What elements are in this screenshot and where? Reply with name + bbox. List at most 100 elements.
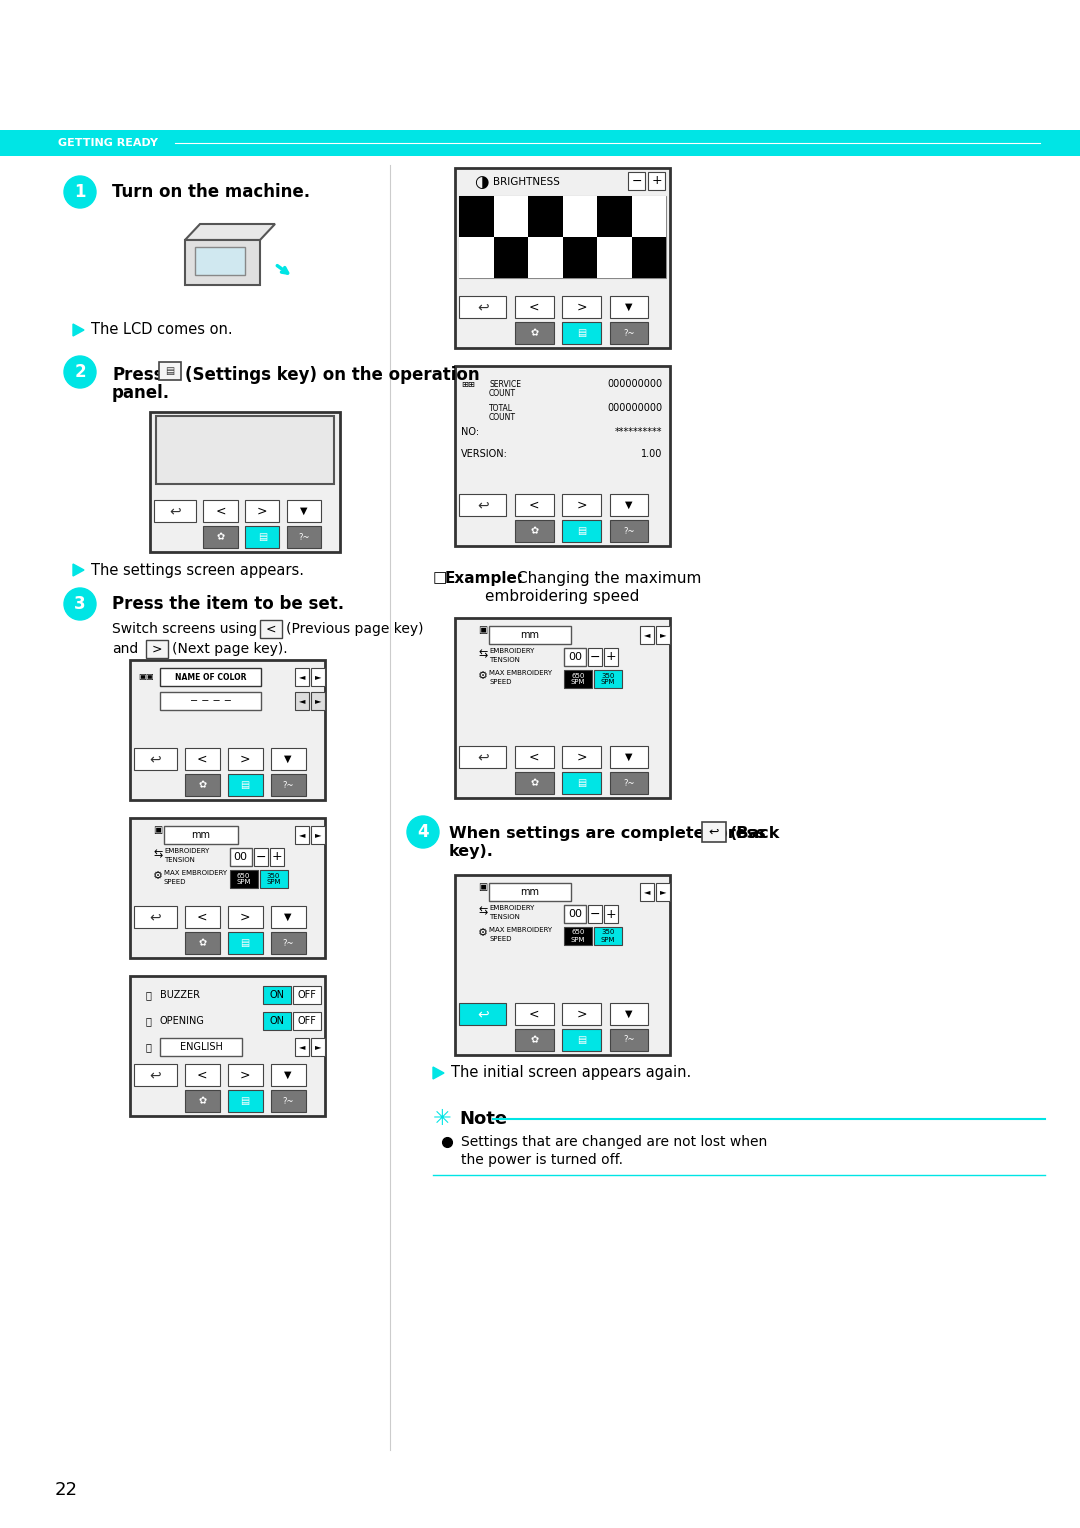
Text: Switch screens using: Switch screens using: [112, 622, 257, 636]
Text: ✿: ✿: [199, 938, 206, 947]
Bar: [515, 1002, 554, 1025]
Text: (Back: (Back: [730, 827, 781, 840]
Bar: [563, 520, 600, 542]
Text: ✿: ✿: [530, 778, 538, 788]
Text: ▼: ▼: [300, 506, 308, 516]
Text: 650
SPM: 650 SPM: [571, 672, 585, 686]
Text: SPEED: SPEED: [489, 937, 512, 941]
Text: >: >: [577, 1007, 586, 1021]
Text: ↩: ↩: [708, 825, 719, 839]
Bar: [609, 520, 648, 542]
Text: **********: **********: [615, 426, 662, 437]
Bar: [609, 772, 648, 795]
Text: ⇆: ⇆: [478, 906, 488, 915]
Bar: [160, 668, 261, 686]
Bar: [640, 883, 654, 902]
Text: <: <: [529, 1007, 540, 1021]
Text: ↩: ↩: [150, 752, 161, 766]
Bar: [597, 237, 632, 278]
Bar: [160, 692, 261, 711]
Text: ▼: ▼: [284, 753, 292, 764]
Bar: [146, 640, 168, 659]
Text: ↩: ↩: [477, 299, 488, 313]
Text: 350
SPM: 350 SPM: [267, 872, 281, 886]
Polygon shape: [433, 1067, 444, 1079]
Bar: [134, 1063, 177, 1086]
Bar: [245, 526, 280, 549]
Text: The settings screen appears.: The settings screen appears.: [91, 562, 303, 578]
Bar: [130, 660, 325, 801]
Text: and: and: [112, 642, 138, 656]
Text: ◄: ◄: [299, 672, 306, 681]
Text: ✿: ✿: [530, 1034, 538, 1045]
Text: BUZZER: BUZZER: [160, 990, 200, 999]
Bar: [245, 500, 280, 523]
Text: ▼: ▼: [625, 1008, 633, 1019]
Text: − − − −: − − − −: [190, 695, 231, 706]
Bar: [609, 494, 648, 516]
Text: Note: Note: [459, 1109, 508, 1128]
Text: MAX EMBROIDERY: MAX EMBROIDERY: [164, 869, 227, 876]
Text: ✿: ✿: [216, 532, 225, 542]
Text: ⊞⊞: ⊞⊞: [461, 380, 475, 390]
Bar: [648, 173, 665, 189]
Text: ▼: ▼: [625, 752, 633, 762]
Text: ◄: ◄: [644, 631, 650, 640]
Bar: [609, 746, 648, 769]
Bar: [604, 648, 618, 666]
Text: the power is turned off.: the power is turned off.: [461, 1154, 623, 1167]
Bar: [270, 1089, 306, 1112]
Bar: [563, 296, 600, 318]
Text: EMBROIDERY: EMBROIDERY: [489, 905, 535, 911]
Text: ▼: ▼: [625, 500, 633, 510]
Bar: [287, 526, 321, 549]
Text: VERSION:: VERSION:: [461, 449, 508, 458]
Text: ⬜: ⬜: [145, 1016, 151, 1025]
Bar: [564, 927, 592, 944]
Bar: [311, 692, 325, 711]
Bar: [459, 494, 507, 516]
Bar: [627, 173, 645, 189]
Bar: [594, 927, 622, 944]
Text: GETTING READY: GETTING READY: [58, 138, 158, 148]
Text: ✿: ✿: [199, 1096, 206, 1106]
Bar: [203, 526, 238, 549]
Text: ►: ►: [314, 1042, 321, 1051]
Bar: [702, 822, 726, 842]
Bar: [563, 322, 600, 344]
Text: □: □: [433, 570, 447, 585]
Text: +: +: [606, 651, 617, 663]
Bar: [563, 237, 597, 278]
Text: ?~: ?~: [623, 778, 635, 787]
Text: 350
SPM: 350 SPM: [600, 929, 616, 943]
Bar: [459, 237, 494, 278]
Text: EMBROIDERY: EMBROIDERY: [489, 648, 535, 654]
Text: ↩: ↩: [150, 911, 161, 924]
Text: ↩: ↩: [150, 1068, 161, 1082]
Text: ?~: ?~: [282, 938, 294, 947]
Text: <: <: [197, 911, 207, 923]
Text: +: +: [606, 908, 617, 920]
Bar: [159, 362, 181, 380]
Bar: [154, 500, 195, 523]
Bar: [564, 669, 592, 688]
Text: ▤: ▤: [577, 329, 586, 338]
Bar: [295, 827, 309, 843]
Text: ◄: ◄: [644, 888, 650, 897]
Text: +: +: [271, 851, 282, 863]
Text: embroidering speed: embroidering speed: [485, 588, 639, 604]
Bar: [515, 296, 554, 318]
Bar: [489, 883, 570, 902]
Bar: [150, 413, 340, 552]
Text: ▤: ▤: [258, 532, 267, 542]
Text: <: <: [197, 1068, 207, 1082]
Text: <: <: [529, 498, 540, 512]
Bar: [185, 240, 260, 286]
Bar: [564, 648, 586, 666]
Text: 1: 1: [75, 183, 85, 202]
Text: mm: mm: [521, 886, 539, 897]
Bar: [459, 296, 507, 318]
Text: MAX EMBROIDERY: MAX EMBROIDERY: [489, 927, 552, 934]
Text: ►: ►: [314, 672, 321, 681]
Text: (Previous page key): (Previous page key): [286, 622, 423, 636]
